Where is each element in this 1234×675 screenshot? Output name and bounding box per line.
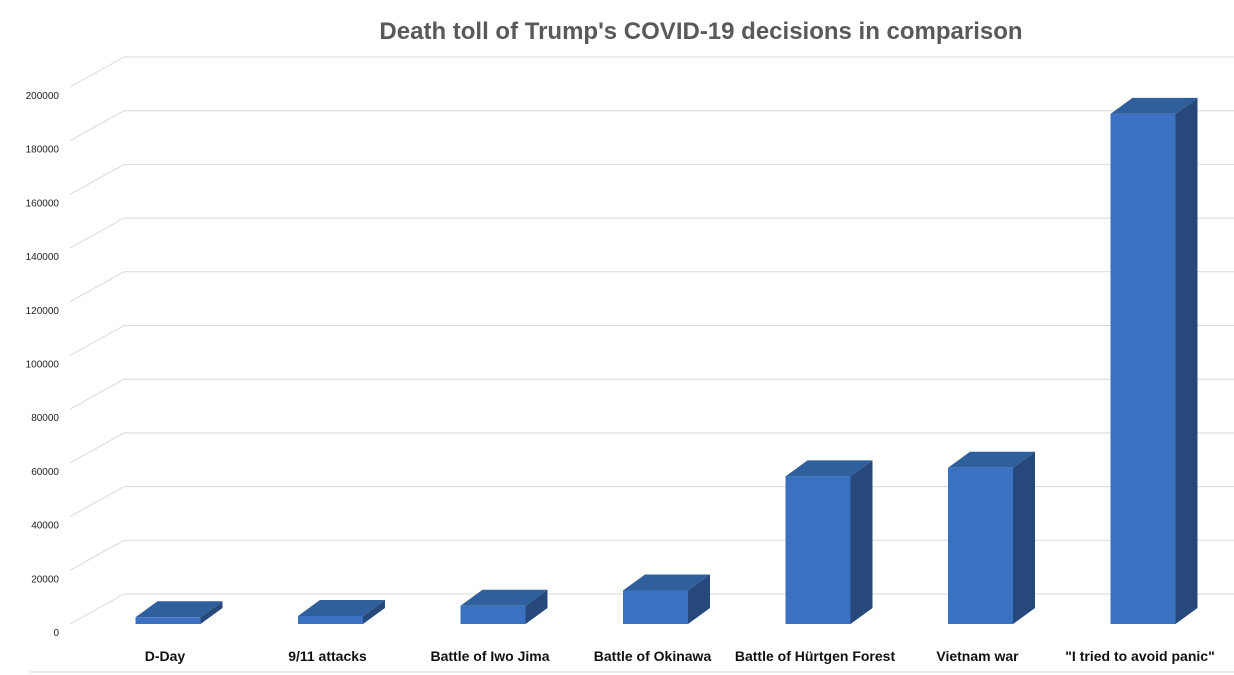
gridline <box>69 378 1234 410</box>
bar-front <box>623 590 688 624</box>
bar-front <box>948 467 1013 624</box>
y-tick-label: 40000 <box>31 521 59 532</box>
x-category-label: Vietnam war <box>936 648 1019 664</box>
bar-side <box>850 460 873 624</box>
gridline <box>69 217 1234 249</box>
bar-0 <box>135 601 223 624</box>
y-axis-ticks: 0 20000 40000 60000 80000 100000 120000 140000 1… <box>26 91 60 639</box>
bar-side <box>525 589 548 624</box>
bar-front <box>460 605 526 624</box>
y-tick-label: 20000 <box>31 574 59 585</box>
bar-side <box>200 601 223 624</box>
chart-title: Death toll of Trump's COVID-19 decisions… <box>379 18 1022 45</box>
gridline <box>69 271 1234 303</box>
gridline <box>69 56 1234 88</box>
y-tick-label: 160000 <box>26 198 60 209</box>
gridline <box>69 110 1234 142</box>
bar-6 <box>1110 97 1198 625</box>
bar-top <box>460 589 548 606</box>
x-category-label: D-Day <box>145 648 186 664</box>
y-tick-label: 0 <box>53 628 59 639</box>
bar-front <box>785 476 851 624</box>
gridline <box>69 432 1234 464</box>
x-category-label: Battle of Okinawa <box>594 648 712 664</box>
gridline <box>69 163 1234 195</box>
bar-front <box>1110 113 1176 624</box>
bar-top <box>298 600 385 617</box>
bar-1 <box>298 600 385 624</box>
y-tick-label: 120000 <box>26 306 60 317</box>
gridline <box>69 325 1234 356</box>
gridline <box>69 486 1234 518</box>
y-tick-label: 140000 <box>26 252 60 263</box>
y-tick-label: 80000 <box>31 413 59 424</box>
bar-side <box>688 574 710 624</box>
bar-4 <box>785 460 873 624</box>
bar-3 <box>623 574 710 624</box>
bar-front <box>298 616 363 624</box>
y-tick-label: 180000 <box>26 145 60 156</box>
bar-side <box>1175 97 1198 625</box>
bar-top <box>785 460 873 477</box>
bars-layer <box>135 97 1198 625</box>
x-category-label: "I tried to avoid panic" <box>1065 648 1214 664</box>
bar-top <box>135 601 223 618</box>
bar-front <box>135 617 201 624</box>
bar-5 <box>948 451 1035 624</box>
bar-side <box>1013 451 1035 624</box>
x-category-label: Battle of Iwo Jima <box>430 648 549 664</box>
y-tick-label: 100000 <box>26 360 60 371</box>
y-tick-label: 60000 <box>31 467 59 478</box>
bar-2 <box>460 589 548 624</box>
bar-side <box>363 600 385 624</box>
grid-layer <box>30 56 1234 673</box>
y-tick-label: 200000 <box>26 91 60 102</box>
x-axis-labels: D-Day 9/11 attacks Battle of Iwo Jima Battl… <box>145 648 1215 664</box>
gridline <box>69 539 1234 571</box>
bar-top <box>948 451 1035 468</box>
x-category-label: Battle of Hürtgen Forest <box>735 648 896 664</box>
x-category-label: 9/11 attacks <box>288 648 367 664</box>
bar-top <box>623 574 710 591</box>
bar-top <box>1110 97 1198 114</box>
